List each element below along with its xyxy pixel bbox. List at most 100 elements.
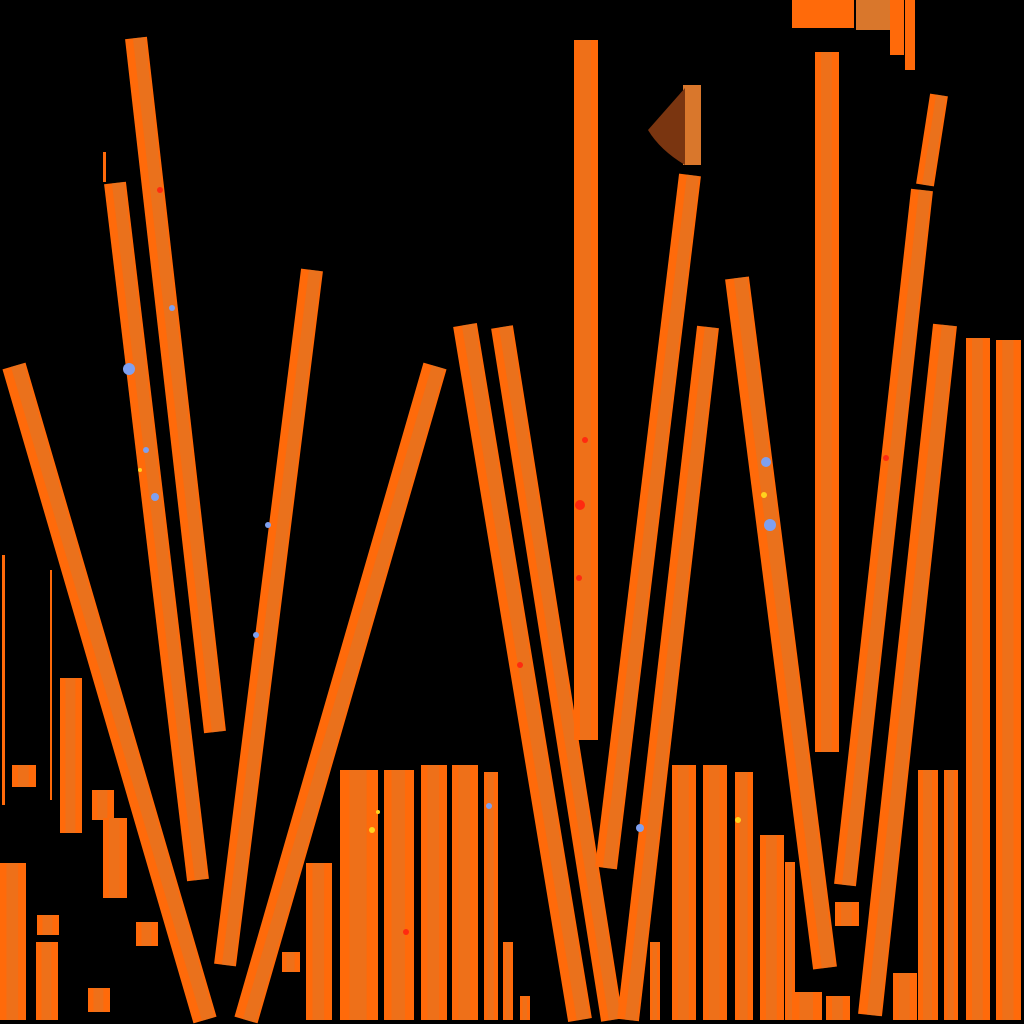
paint-splatter-15 (369, 827, 375, 833)
wood-block-15 (580, 40, 591, 740)
wood-block-81 (652, 942, 657, 1020)
wood-grain-12 (866, 324, 955, 1017)
paint-splatter-14 (883, 455, 889, 461)
wood-block-61 (18, 765, 29, 787)
paint-splatter-10 (576, 575, 582, 581)
wood-block-40 (452, 765, 478, 1020)
wood-grain-1 (132, 36, 224, 733)
paint-splatter-8 (575, 500, 585, 510)
wood-grain-2 (111, 181, 207, 881)
wood-block-30 (37, 915, 59, 935)
wood-block-24 (92, 790, 114, 820)
wood-grain-11 (841, 189, 931, 886)
paint-splatter-21 (169, 305, 175, 311)
wood-block-73 (799, 992, 813, 1020)
wood-grain-4 (10, 363, 215, 1021)
wood-block-27 (109, 818, 120, 898)
wood-block-21 (1002, 340, 1014, 1020)
wood-block-54 (785, 862, 795, 1020)
wood-block-47 (678, 765, 689, 1020)
paint-splatter-19 (735, 817, 741, 823)
wood-block-68 (835, 902, 859, 926)
wood-block-58 (944, 770, 958, 1020)
paint-splatter-4 (138, 468, 142, 472)
wood-block-46 (672, 765, 696, 1020)
wood-block-20 (996, 340, 1021, 1020)
wood-grain-8 (602, 174, 699, 870)
wood-block-60 (12, 765, 36, 787)
wood-block-52 (760, 835, 784, 1020)
paint-splatter-12 (764, 519, 776, 531)
wood-block-22 (60, 678, 82, 833)
sliver-1 (2, 555, 5, 805)
sliver-3 (103, 152, 106, 182)
wood-block-38 (421, 765, 447, 1020)
wood-block-26 (103, 818, 127, 898)
wood-block-69 (841, 902, 852, 926)
paint-splatter-2 (151, 493, 159, 501)
wood-block-72 (792, 992, 822, 1020)
wood-block-74 (826, 996, 850, 1020)
wood-block-50 (735, 772, 753, 1020)
wood-block-44 (306, 863, 332, 1020)
wood-block-14 (574, 40, 598, 740)
paint-splatter-13 (761, 492, 767, 498)
wood-block-28 (0, 863, 26, 1020)
wood-block-75 (832, 996, 843, 1020)
paint-splatter-9 (582, 437, 588, 443)
paint-splatter-17 (636, 824, 644, 832)
wood-block-59 (947, 770, 954, 1020)
paint-splatter-22 (517, 662, 523, 668)
wood-block-57 (923, 770, 932, 1020)
wood-block-80 (650, 942, 660, 1020)
wood-block-71 (899, 973, 910, 1020)
wedge-piece (648, 88, 685, 165)
wood-block-35 (349, 770, 367, 1020)
paint-splatter-1 (123, 363, 135, 375)
wood-chip-top-2 (856, 0, 896, 30)
wood-block-63 (141, 922, 152, 946)
wood-block-17 (821, 52, 832, 752)
wood-block-70 (893, 973, 917, 1020)
paint-splatter-5 (157, 187, 163, 193)
wood-block-41 (458, 765, 471, 1020)
paint-splatter-6 (265, 522, 271, 528)
wood-block-48 (703, 765, 727, 1020)
wood-grain-3 (221, 269, 321, 967)
paint-splatter-16 (376, 810, 380, 814)
wood-chip-top-4 (905, 0, 915, 70)
wood-chip-5 (683, 85, 701, 165)
wood-grain-7 (498, 325, 621, 1021)
paint-splatter-11 (761, 457, 771, 467)
wood-block-23 (65, 678, 76, 833)
wood-grain-6 (461, 323, 590, 1021)
wood-block-39 (427, 765, 440, 1020)
paint-splatter-7 (253, 632, 259, 638)
wood-block-64 (282, 952, 300, 972)
wood-block-32 (36, 942, 58, 1020)
paint-splatter-20 (403, 929, 409, 935)
wood-block-65 (286, 952, 295, 972)
wood-block-43 (487, 772, 494, 1020)
wood-block-18 (966, 338, 990, 1020)
wood-block-78 (520, 996, 530, 1020)
wood-block-34 (340, 770, 378, 1020)
wood-block-36 (384, 770, 414, 1020)
wood-block-67 (93, 988, 104, 1012)
wood-block-29 (6, 863, 19, 1020)
wood-block-76 (503, 942, 513, 1020)
wood-block-45 (312, 863, 325, 1020)
wood-block-55 (787, 862, 792, 1020)
wood-grain-9 (624, 326, 717, 1022)
wood-block-56 (918, 770, 938, 1020)
wood-grain-13 (922, 94, 946, 187)
wood-block-66 (88, 988, 110, 1012)
wood-block-37 (391, 770, 405, 1020)
wood-block-31 (42, 915, 53, 935)
wood-block-51 (739, 772, 748, 1020)
wood-block-42 (484, 772, 498, 1020)
wood-chip-top-3 (890, 0, 904, 55)
wood-block-19 (972, 338, 983, 1020)
wood-grain-5 (242, 365, 445, 1023)
